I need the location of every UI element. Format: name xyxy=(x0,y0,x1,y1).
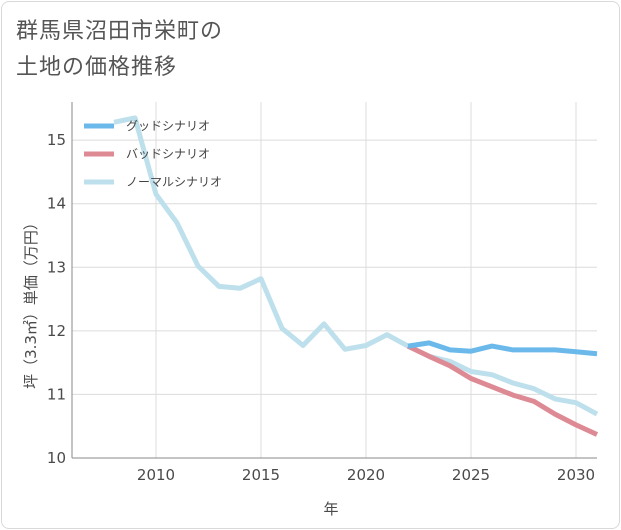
grid-lines xyxy=(72,102,597,459)
chart-title-line-1: 群馬県沼田市栄町の xyxy=(16,19,224,44)
x-tick-label: 2015 xyxy=(242,466,280,484)
axes xyxy=(71,102,597,459)
y-tick-label: 12 xyxy=(47,322,66,340)
x-tick-label: 2010 xyxy=(137,466,175,484)
series-line-good xyxy=(407,340,598,357)
chart-title-line-2: 土地の価格推移 xyxy=(16,55,178,80)
legend-label-bad: バッドシナリオ xyxy=(126,147,210,161)
y-axis-title: 坪（3.3㎡）単価（万円） xyxy=(22,215,40,389)
legend-label-normal: ノーマルシナリオ xyxy=(126,175,222,189)
tick-labels: 2010 2015 2020 2025 2030 10 11 12 13 14 15 xyxy=(47,131,595,484)
y-tick-label: 15 xyxy=(47,131,66,149)
series-line-bad xyxy=(406,343,599,437)
x-tick-label: 2030 xyxy=(557,466,595,484)
series-lines xyxy=(113,115,599,437)
y-tick-label: 11 xyxy=(47,385,66,403)
y-tick-label: 14 xyxy=(47,195,66,213)
x-tick-label: 2020 xyxy=(347,466,385,484)
series-line-normal xyxy=(113,115,599,417)
chart-title: 群馬県沼田市栄町の 土地の価格推移 xyxy=(16,14,223,86)
x-axis-title: 年 xyxy=(323,500,338,518)
x-tick-label: 2025 xyxy=(452,466,490,484)
legend-label-good: グッドシナリオ xyxy=(126,119,210,133)
y-tick-label: 13 xyxy=(47,258,66,276)
y-tick-label: 10 xyxy=(47,449,66,467)
